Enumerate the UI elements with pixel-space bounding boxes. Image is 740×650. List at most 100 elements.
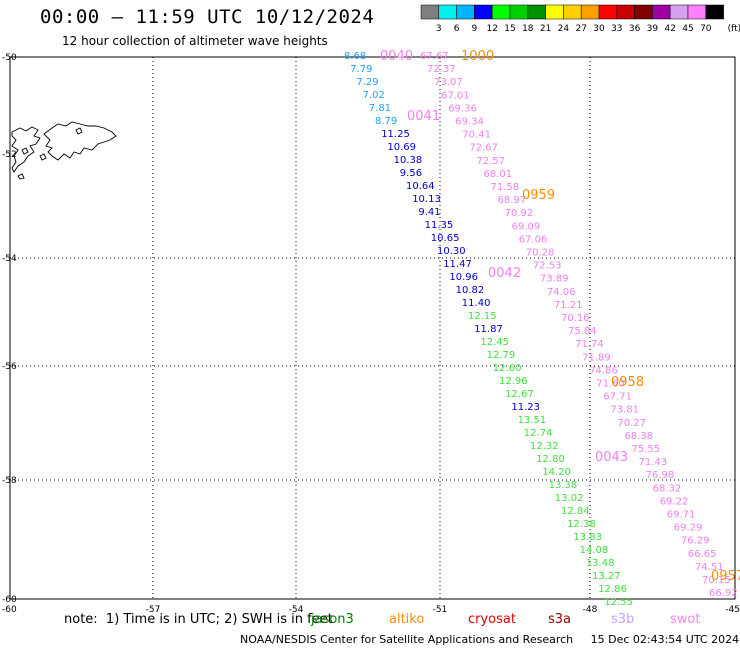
colorbar-tick-label: 36 — [629, 24, 641, 34]
pass-time-label: 1000 — [461, 49, 494, 64]
map-grid — [10, 57, 735, 599]
colorbar-swatch — [545, 4, 564, 20]
track-b-wave-height: 71.89 — [582, 352, 611, 363]
colorbar-swatch — [652, 4, 671, 20]
track-b-wave-height: 72.37 — [427, 64, 456, 75]
track-a-wave-height: 7.29 — [356, 77, 378, 88]
track-b-wave-height: 70.16 — [561, 313, 590, 324]
coastline-west-falkland — [11, 126, 41, 173]
track-b-wave-height: 67.01 — [441, 90, 470, 101]
track-a-wave-height: 13.27 — [592, 571, 621, 582]
track-b-wave-height: 69.22 — [660, 496, 689, 507]
track-b-wave-height: 72.53 — [533, 261, 562, 272]
track-a-wave-height: 12.55 — [604, 597, 633, 608]
track-b-wave-height: 72.67 — [469, 143, 498, 154]
track-a-wave-height: 12.38 — [567, 519, 596, 530]
note-text: note: 1) Time is in UTC; 2) SWH is in fe… — [64, 612, 333, 627]
latitude-tick-label: -50 — [2, 53, 17, 63]
track-a-wave-height: 8.68 — [344, 51, 366, 62]
track-a-wave-height: 13.83 — [573, 532, 602, 543]
map-subtitle: 12 hour collection of altimeter wave hei… — [62, 34, 328, 48]
wave-height-track-a: 8.68 7.79 7.29 7.02 7.81 8.79 11.25 10.69 10.38 9… — [344, 51, 633, 608]
track-b-wave-height: 74.06 — [547, 287, 576, 298]
latitude-tick-label: -54 — [2, 254, 17, 264]
mission-label-altiko: altiko — [389, 612, 425, 627]
colorbar-swatch — [474, 4, 493, 20]
track-b-wave-height: 71.60 — [596, 379, 625, 390]
track-b-wave-height: 74.51 — [695, 562, 724, 573]
track-b-wave-height: 76.29 — [681, 536, 710, 547]
track-a-wave-height: 11.23 — [511, 402, 540, 413]
track-a-wave-height: 11.87 — [474, 324, 503, 335]
track-a-wave-height: 12.79 — [487, 350, 516, 361]
coastline-islet-4 — [75, 127, 83, 135]
track-b-wave-height: 67.06 — [519, 234, 548, 245]
colorbar-swatch — [438, 4, 457, 20]
track-a-wave-height: 7.81 — [369, 103, 391, 114]
track-a-wave-height: 13.38 — [549, 480, 578, 491]
pass-time-labels: 0040 1000 0041 0959 0042 0958 0043 0957 — [380, 49, 740, 584]
colorbar-swatch — [634, 4, 653, 20]
track-a-wave-height: 12.74 — [524, 428, 553, 439]
track-a-wave-height: 8.79 — [375, 116, 397, 127]
track-a-wave-height: 12.86 — [598, 584, 627, 595]
pass-time-label: 0041 — [407, 109, 440, 124]
track-a-wave-height: 9.41 — [418, 207, 440, 218]
colorbar-tick-label: 30 — [593, 24, 605, 34]
pass-time-label: 0042 — [488, 266, 521, 281]
track-b-wave-height: 67.67 — [420, 51, 449, 62]
colorbar-tick-label: 45 — [682, 24, 693, 34]
axis-labels: -60 -57 -54 -51 -48 -45 -50 -52 -54 -56 -58 -60 — [2, 53, 740, 615]
track-b-wave-height: 69.09 — [512, 221, 541, 232]
colorbar-tick-label: 21 — [540, 24, 551, 34]
track-b-wave-height: 70.27 — [617, 418, 646, 429]
track-a-wave-height: 13.51 — [518, 415, 547, 426]
track-a-wave-height: 10.38 — [394, 155, 423, 166]
track-b-wave-height: 69.29 — [674, 523, 703, 534]
latitude-tick-label: -52 — [2, 150, 17, 160]
track-b-wave-height: 72.57 — [476, 156, 505, 167]
track-a-wave-height: 11.40 — [462, 298, 491, 309]
pass-time-label: 0959 — [522, 188, 555, 203]
colorbar-tick-label: 27 — [575, 24, 586, 34]
coastline-islet-2 — [39, 153, 47, 161]
track-b-wave-height: 73.81 — [610, 405, 639, 416]
track-a-wave-height: 12.80 — [536, 454, 565, 465]
coastline — [11, 121, 117, 180]
colorbar-tick-label: 70 — [700, 24, 712, 34]
track-a-wave-height: 10.82 — [456, 285, 485, 296]
track-a-wave-height: 12.67 — [505, 389, 534, 400]
longitude-tick-label: -45 — [725, 605, 740, 615]
track-b-wave-height: 71.58 — [491, 182, 520, 193]
colorbar-swatch — [563, 4, 582, 20]
track-a-wave-height: 11.35 — [425, 220, 454, 231]
colorbar-legend: 3 6 9 12 15 18 21 24 27 30 33 36 39 42 45 70 (ft) — [420, 4, 740, 34]
colorbar-swatch — [705, 4, 724, 20]
track-b-wave-height: 74.86 — [589, 365, 618, 376]
track-a-wave-height: 9.56 — [400, 168, 422, 179]
track-b-wave-height: 71.21 — [554, 300, 583, 311]
colorbar-swatch — [687, 4, 707, 20]
mission-label-s3b: s3b — [611, 612, 635, 627]
mission-label-cryosat: cryosat — [468, 612, 516, 627]
track-a-wave-height: 12.45 — [480, 337, 509, 348]
colorbar-tick-label: 6 — [454, 24, 460, 34]
mission-label-jason3: jason3 — [311, 612, 354, 627]
colorbar-tick-label: 42 — [664, 24, 675, 34]
track-a-wave-height: 7.79 — [350, 64, 372, 75]
track-a-wave-height: 10.30 — [437, 246, 466, 257]
colorbar-swatch — [456, 4, 475, 20]
track-b-wave-height: 75.84 — [568, 326, 597, 337]
wave-height-track-b: 67.67 72.37 73.07 67.01 69.36 69.34 70.41 72.67… — [420, 51, 738, 599]
track-a-wave-height: 14.20 — [542, 467, 571, 478]
colorbar-tick-label: 18 — [522, 24, 534, 34]
track-b-wave-height: 66.92 — [709, 588, 738, 599]
colorbar-swatch — [598, 4, 618, 20]
track-b-wave-height: 73.07 — [434, 77, 463, 88]
track-b-wave-height: 70.15 — [702, 575, 731, 586]
track-a-wave-height: 10.64 — [406, 181, 435, 192]
track-b-wave-height: 68.32 — [653, 483, 682, 494]
track-a-wave-height: 12.32 — [530, 441, 559, 452]
track-a-wave-height: 10.69 — [387, 142, 416, 153]
